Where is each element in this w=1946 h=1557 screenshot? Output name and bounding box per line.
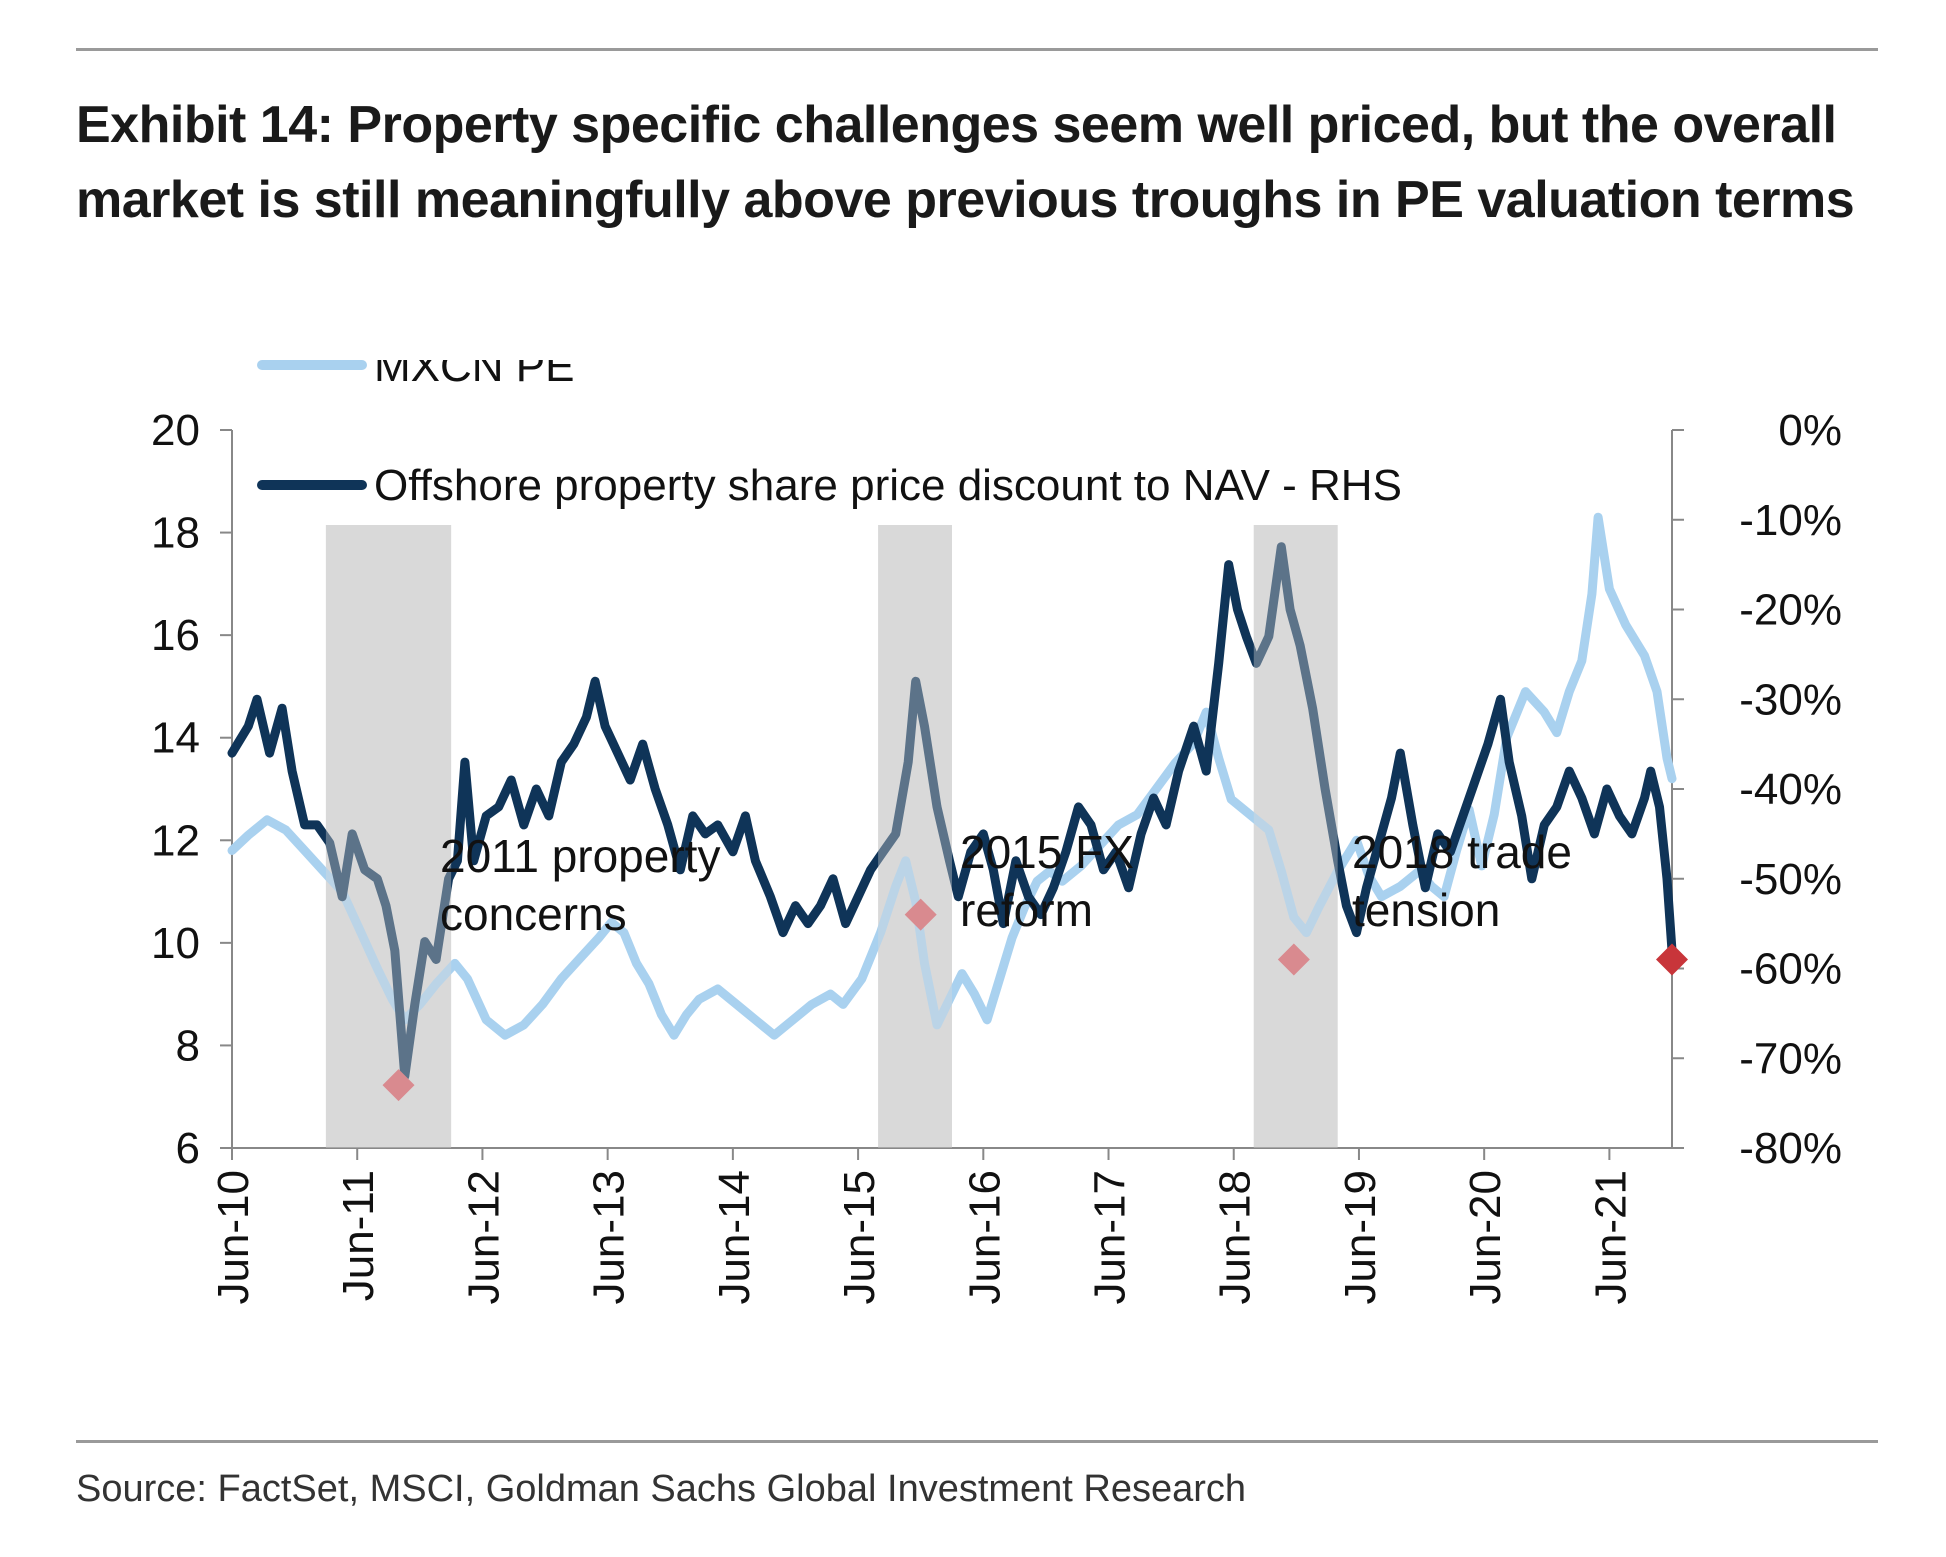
trough-markers — [382, 898, 1688, 1102]
annotation-label: 2018 trade — [1352, 826, 1572, 878]
right-tick-label: -60% — [1739, 945, 1842, 994]
left-tick-label: 18 — [151, 509, 200, 558]
right-tick-label: -50% — [1739, 855, 1842, 904]
x-tick-label: Jun-15 — [835, 1170, 884, 1305]
annotation-label: 2015 FX — [960, 826, 1134, 878]
x-tick-label: Jun-18 — [1211, 1170, 1260, 1305]
x-tick-label: Jun-14 — [710, 1170, 759, 1305]
line-chart: 20 18 16 14 12 10 8 6 0% -10% -20% -30% -40% -50% -60%… — [151, 360, 1842, 1305]
shaded-overlay-2 — [1253, 525, 1338, 1148]
top-rule — [76, 48, 1878, 51]
x-tick-label: Jun-19 — [1336, 1170, 1385, 1305]
x-tick-label: Jun-16 — [960, 1170, 1009, 1305]
right-tick-label: -70% — [1739, 1034, 1842, 1083]
trough-marker-3 — [1656, 943, 1688, 976]
shaded-overlay-1 — [878, 525, 952, 1148]
left-tick-label: 16 — [151, 611, 200, 660]
shaded-overlay-0 — [325, 525, 452, 1148]
shaded-period-0 — [325, 525, 452, 1148]
x-tick-label: Jun-17 — [1086, 1170, 1135, 1305]
right-tick-label: 0% — [1778, 406, 1842, 455]
trough-marker-1 — [904, 898, 937, 931]
left-tick-label: 8 — [176, 1021, 200, 1070]
trough-marker-0 — [382, 1069, 415, 1102]
trough-marker-2 — [1277, 943, 1310, 976]
x-tick-label: Jun-12 — [459, 1170, 508, 1305]
x-tick-label: Jun-13 — [585, 1170, 634, 1305]
source-note: Source: FactSet, MSCI, Goldman Sachs Glo… — [76, 1468, 1247, 1510]
right-tick-label: -30% — [1739, 675, 1842, 724]
x-tick-label: Jun-11 — [334, 1170, 383, 1301]
axes: 20 18 16 14 12 10 8 6 0% -10% -20% -30% -40% -50% -60%… — [151, 406, 1842, 1305]
annotation-label: concerns — [440, 888, 627, 940]
chart-title: Exhibit 14: Property specific challenges… — [76, 96, 1855, 229]
annotation-label: reform — [960, 884, 1093, 936]
x-tick-label: Jun-10 — [209, 1170, 258, 1305]
series-line-discount-to-nav — [227, 542, 1677, 1081]
x-tick-label: Jun-20 — [1461, 1170, 1510, 1305]
left-tick-label: 6 — [176, 1124, 200, 1173]
left-tick-label: 14 — [151, 714, 200, 763]
left-tick-label: 10 — [151, 919, 200, 968]
legend-label-discount: Offshore property share price discount t… — [374, 461, 1402, 510]
left-tick-label: 12 — [151, 816, 200, 865]
x-tick-label: Jun-21 — [1586, 1170, 1635, 1305]
right-tick-label: -10% — [1739, 496, 1842, 545]
left-tick-label: 20 — [151, 406, 200, 455]
bottom-rule — [76, 1440, 1878, 1443]
right-tick-label: -40% — [1739, 765, 1842, 814]
annotation-label: tension — [1352, 884, 1500, 936]
annotation-label: 2011 property — [440, 830, 720, 882]
right-tick-label: -20% — [1739, 586, 1842, 635]
annotations: 2011 property concerns 2015 FX reform 2018 t… — [440, 826, 1572, 940]
legend-label-mxcn-pe: MXCN PE — [374, 360, 574, 391]
legend: MXCN PE Offshore property share price dis… — [257, 360, 1402, 510]
right-tick-label: -80% — [1739, 1124, 1842, 1173]
series-lines — [227, 512, 1677, 1148]
